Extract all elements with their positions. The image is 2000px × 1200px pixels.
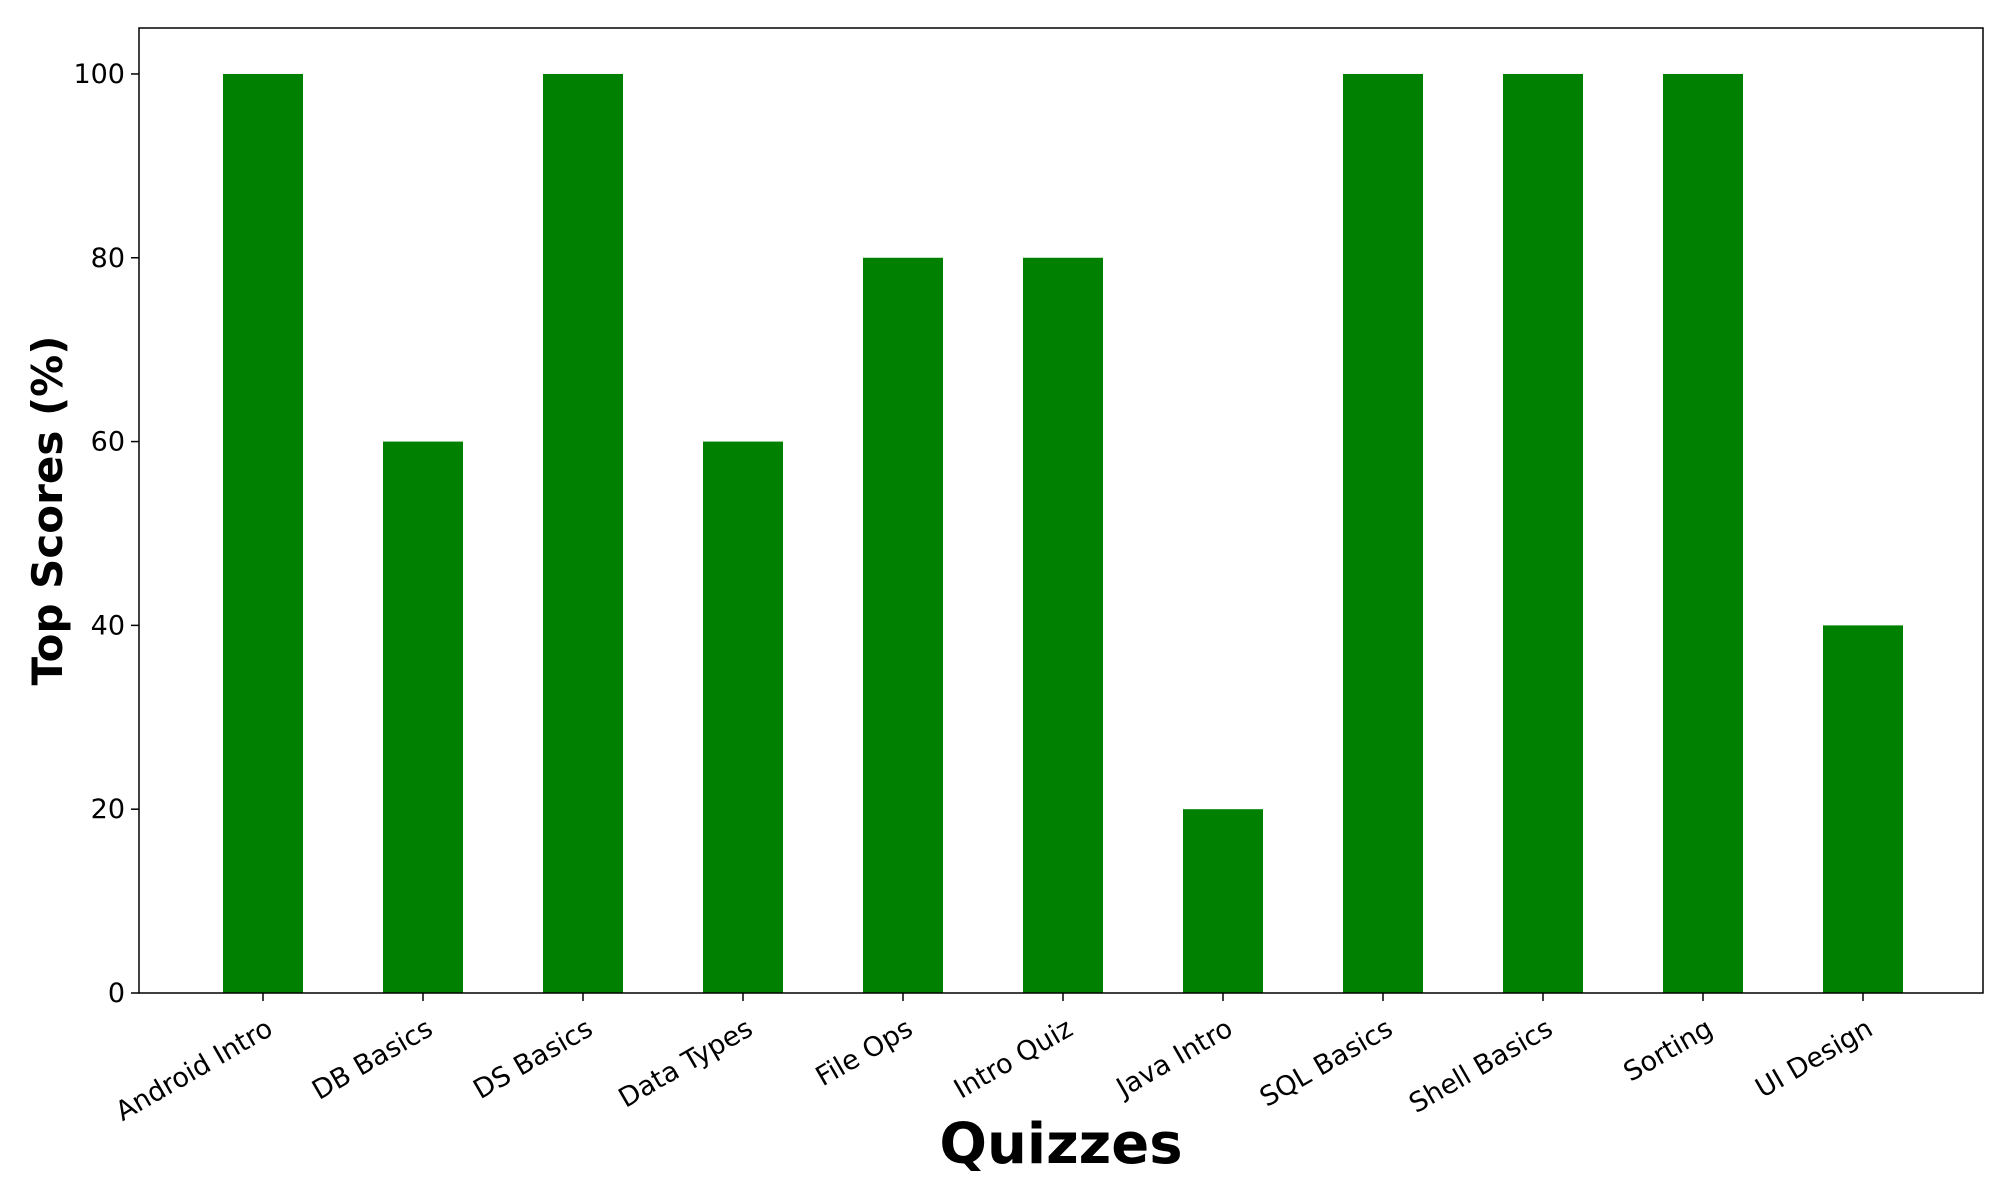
bar-sorting [1663,73,1743,993]
plot-frame [138,27,1984,994]
bars-group [223,73,1903,994]
bar-ui-design [1823,625,1903,993]
x-tick-label: UI Design [1750,1013,1878,1105]
y-tick-label: 100 [73,59,125,90]
x-tick-label: Java Intro [1110,1013,1238,1105]
y-tick-label: 80 [91,243,125,274]
bar-intro-quiz [1023,257,1103,993]
y-axis-ticks: 0 20 40 60 80 100 [73,59,139,1009]
y-tick-label: 20 [91,794,125,825]
x-tick-label: Android Intro [110,1013,278,1128]
x-tick-label: Intro Quiz [949,1013,1078,1106]
x-tick-label: DB Basics [307,1013,438,1107]
x-tick-label: Shell Basics [1404,1013,1558,1120]
y-tick-label: 40 [91,610,125,641]
x-tick-label: SQL Basics [1255,1013,1398,1114]
x-axis-ticks: Android Intro DB Basics DS Basics Data Type… [110,993,1878,1128]
bar-android-intro [223,73,303,993]
x-tick-label: Data Types [613,1013,758,1114]
bar-shell-basics [1503,73,1583,993]
bar-ds-basics [543,73,623,993]
bar-data-types [703,441,783,994]
x-tick-label: Sorting [1619,1013,1719,1088]
bar-sql-basics [1343,73,1423,993]
x-tick-label: DS Basics [468,1013,598,1106]
y-tick-label: 0 [108,978,125,1009]
bar-java-intro [1183,809,1263,993]
bar-db-basics [383,441,463,994]
y-tick-label: 60 [91,427,125,458]
y-axis-title: Top Scores (%) [23,336,72,686]
bar-file-ops [863,257,943,993]
x-tick-label: File Ops [811,1013,919,1093]
x-axis-title: Quizzes [939,1112,1182,1177]
